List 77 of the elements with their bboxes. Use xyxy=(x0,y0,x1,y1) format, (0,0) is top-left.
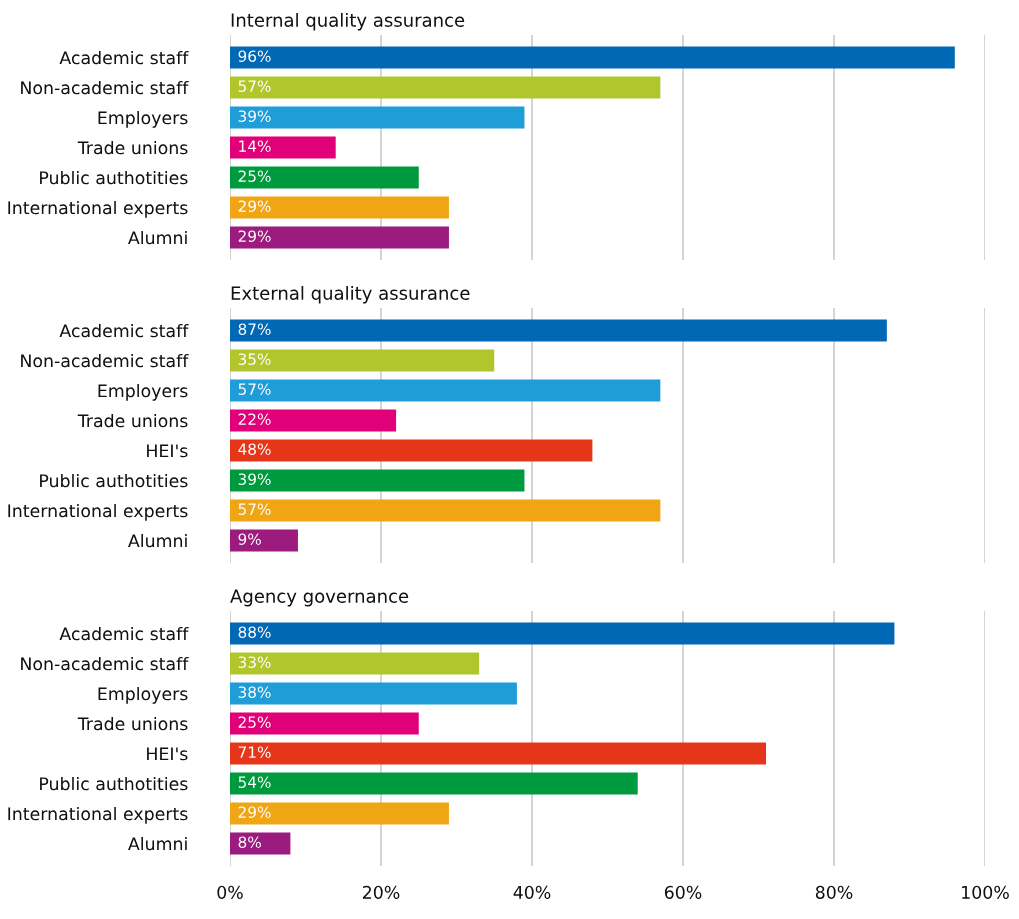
y-tick-label: Trade unions xyxy=(77,140,188,155)
bar xyxy=(230,319,887,342)
data-label: 29% xyxy=(238,200,271,212)
bar xyxy=(230,349,495,372)
data-label: 39% xyxy=(238,110,271,122)
bar xyxy=(230,712,419,735)
data-label: 14% xyxy=(239,140,271,152)
y-tick-label: Trade unions xyxy=(77,413,188,428)
x-tick-label: 80% xyxy=(815,885,853,899)
bar xyxy=(230,379,661,402)
y-tick-label: Alumni xyxy=(128,836,187,851)
y-tick-label: Employers xyxy=(98,383,188,401)
chart-title: External quality assurance xyxy=(231,285,470,304)
bar xyxy=(230,742,767,765)
bar xyxy=(230,196,449,219)
data-label: 57% xyxy=(238,383,271,395)
x-tick-label: 100% xyxy=(962,885,1009,899)
x-tick-label: 40% xyxy=(513,885,551,899)
bar xyxy=(230,682,517,705)
y-tick-label: Public authotities xyxy=(40,776,188,791)
bar xyxy=(230,409,397,432)
y-tick-label: Non-academic staff xyxy=(21,656,189,671)
data-label: 33% xyxy=(238,656,271,668)
bar xyxy=(230,76,661,99)
data-label: 71% xyxy=(238,746,271,758)
bar xyxy=(230,652,480,675)
data-label: 25% xyxy=(238,170,271,182)
data-label: 25% xyxy=(238,716,271,728)
data-label: 29% xyxy=(238,230,271,242)
chart-title: Agency governance xyxy=(230,589,409,607)
data-label: 29% xyxy=(238,806,271,818)
data-label: 54% xyxy=(238,776,271,788)
bar xyxy=(230,772,638,795)
y-tick-label: Employers xyxy=(98,110,188,128)
bar xyxy=(230,439,593,462)
data-label: 57% xyxy=(238,80,271,92)
y-tick-label: Public authotities xyxy=(40,473,188,488)
y-tick-label: International experts xyxy=(8,503,188,521)
y-tick-label: HEI's xyxy=(147,747,188,761)
data-label: 35% xyxy=(238,353,271,365)
x-tick-label: 0% xyxy=(217,885,243,899)
bar xyxy=(230,106,525,129)
chart-title: Internal quality assurance xyxy=(231,12,465,31)
data-label: 87% xyxy=(238,323,271,335)
bar xyxy=(230,469,525,492)
bar xyxy=(230,529,298,552)
y-tick-label: Academic staff xyxy=(59,323,189,338)
y-tick-label: Academic staff xyxy=(59,626,189,641)
data-label: 38% xyxy=(238,686,271,698)
bar xyxy=(230,499,661,522)
x-tick-label: 60% xyxy=(664,885,702,899)
y-tick-label: Non-academic staff xyxy=(21,80,189,95)
data-label: 48% xyxy=(238,443,271,455)
y-tick-label: Public authotities xyxy=(40,170,188,185)
data-label: 57% xyxy=(238,503,271,515)
data-label: 9% xyxy=(238,533,261,545)
y-tick-label: HEI's xyxy=(147,444,188,458)
bar xyxy=(230,802,449,825)
bar xyxy=(230,166,419,189)
y-tick-label: Employers xyxy=(98,686,188,704)
bar xyxy=(230,136,336,159)
data-label: 22% xyxy=(238,413,271,425)
x-tick-label: 20% xyxy=(362,885,400,899)
y-tick-label: International experts xyxy=(8,806,188,824)
data-label: 96% xyxy=(238,50,271,62)
bar xyxy=(230,226,449,249)
y-tick-label: Non-academic staff xyxy=(21,353,189,368)
bar xyxy=(230,46,955,69)
data-label: 39% xyxy=(238,473,271,485)
y-tick-label: Alumni xyxy=(128,230,187,245)
y-tick-label: International experts xyxy=(8,200,188,218)
y-tick-label: Academic staff xyxy=(59,50,189,65)
data-label: 8% xyxy=(238,836,261,848)
data-label: 88% xyxy=(238,626,271,638)
y-tick-label: Alumni xyxy=(128,533,187,548)
y-tick-label: Trade unions xyxy=(77,716,188,731)
bar xyxy=(230,622,895,645)
